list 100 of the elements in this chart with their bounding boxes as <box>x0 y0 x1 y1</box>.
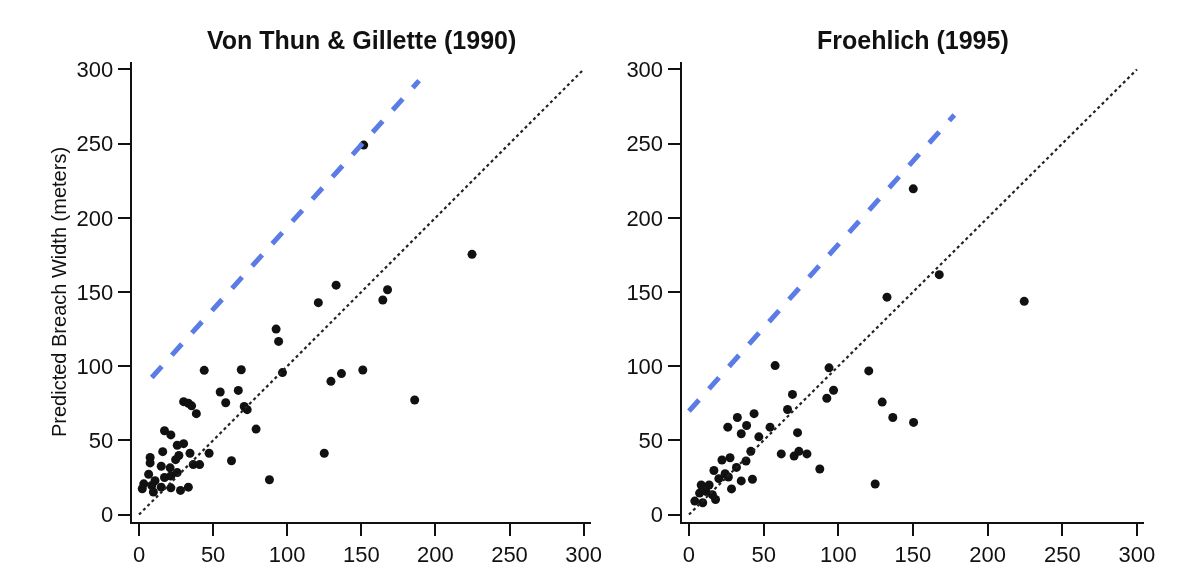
point <box>160 426 169 436</box>
point <box>711 494 721 504</box>
point <box>326 376 336 386</box>
point <box>274 336 284 346</box>
point <box>195 460 205 470</box>
point <box>331 280 341 290</box>
y-tick-label: 250 <box>626 131 664 157</box>
point <box>148 487 158 497</box>
point <box>144 469 154 479</box>
x-tick-label: 200 <box>969 542 1006 568</box>
x-tick-label: 300 <box>1118 542 1156 568</box>
point <box>787 389 797 399</box>
x-tick-label: 0 <box>682 542 696 568</box>
point <box>736 429 746 439</box>
point <box>754 432 764 442</box>
point <box>171 455 181 465</box>
y-tick-label: 300 <box>626 57 664 83</box>
y-tick-label: 150 <box>626 279 664 305</box>
point <box>226 456 236 466</box>
point <box>183 482 193 492</box>
chart-title: Froehlich (1995) <box>817 26 1009 54</box>
point <box>732 413 742 423</box>
point <box>410 395 420 405</box>
x-tick-label: 100 <box>819 542 857 568</box>
point <box>271 324 281 334</box>
point <box>783 405 793 415</box>
point <box>233 385 243 395</box>
point <box>717 455 727 465</box>
point <box>864 366 874 376</box>
point <box>742 421 752 431</box>
point <box>165 463 175 473</box>
point <box>467 249 477 259</box>
point <box>749 409 759 419</box>
point <box>251 424 261 434</box>
point <box>336 369 346 379</box>
y-tick-label: 300 <box>76 57 114 83</box>
point <box>934 270 944 280</box>
point <box>829 385 839 395</box>
point <box>215 387 225 397</box>
point <box>191 409 201 419</box>
y-tick-label: 0 <box>650 502 664 528</box>
point <box>888 413 898 423</box>
x-tick-label: 100 <box>268 542 306 568</box>
point <box>709 466 719 476</box>
y-tick-label: 150 <box>76 279 114 305</box>
x-tick-label: 150 <box>894 542 932 568</box>
point <box>319 448 329 458</box>
point <box>166 430 176 440</box>
point <box>727 484 737 494</box>
point <box>908 184 918 194</box>
point <box>815 464 825 474</box>
point <box>776 449 786 459</box>
point <box>264 475 274 485</box>
x-tick-label: 150 <box>342 542 380 568</box>
point <box>695 488 705 498</box>
x-tick-label: 250 <box>491 542 528 568</box>
y-tick-label: 100 <box>76 353 114 379</box>
point <box>158 447 168 457</box>
point <box>358 365 368 375</box>
point <box>199 365 209 375</box>
point <box>185 448 195 458</box>
chart-title: Von Thun & Gillette (1990) <box>207 26 517 54</box>
point <box>736 476 746 486</box>
y-tick-label: 50 <box>638 428 664 454</box>
point <box>176 485 186 495</box>
point <box>770 361 780 371</box>
point <box>909 417 919 427</box>
x-tick-label: 250 <box>1043 542 1081 568</box>
point <box>690 496 700 506</box>
point <box>179 439 189 449</box>
point <box>747 474 757 484</box>
x-tick-label: 300 <box>565 542 602 568</box>
point <box>221 398 231 408</box>
point <box>236 365 246 375</box>
point <box>824 363 834 373</box>
y-tick-label: 50 <box>88 428 114 454</box>
y-tick-label: 200 <box>76 205 114 231</box>
point <box>714 474 724 484</box>
point <box>725 453 735 463</box>
point <box>1019 296 1029 306</box>
point <box>793 428 803 438</box>
point <box>765 422 775 432</box>
point <box>313 298 323 308</box>
y-tick-label: 100 <box>626 353 664 379</box>
x-tick-label: 0 <box>132 542 146 568</box>
x-tick-label: 50 <box>200 542 226 568</box>
point <box>187 401 197 411</box>
point <box>802 449 812 459</box>
point <box>166 471 176 481</box>
y-tick-label: 0 <box>100 502 114 528</box>
point <box>870 479 880 489</box>
point <box>882 292 892 302</box>
x-tick-label: 50 <box>751 542 776 568</box>
point <box>137 484 147 494</box>
x-tick-label: 200 <box>417 542 454 568</box>
point <box>383 285 393 295</box>
point <box>156 461 166 471</box>
point <box>794 446 804 456</box>
point <box>204 448 214 458</box>
y-axis-title: Predicted Breach Width (meters) <box>48 146 71 438</box>
